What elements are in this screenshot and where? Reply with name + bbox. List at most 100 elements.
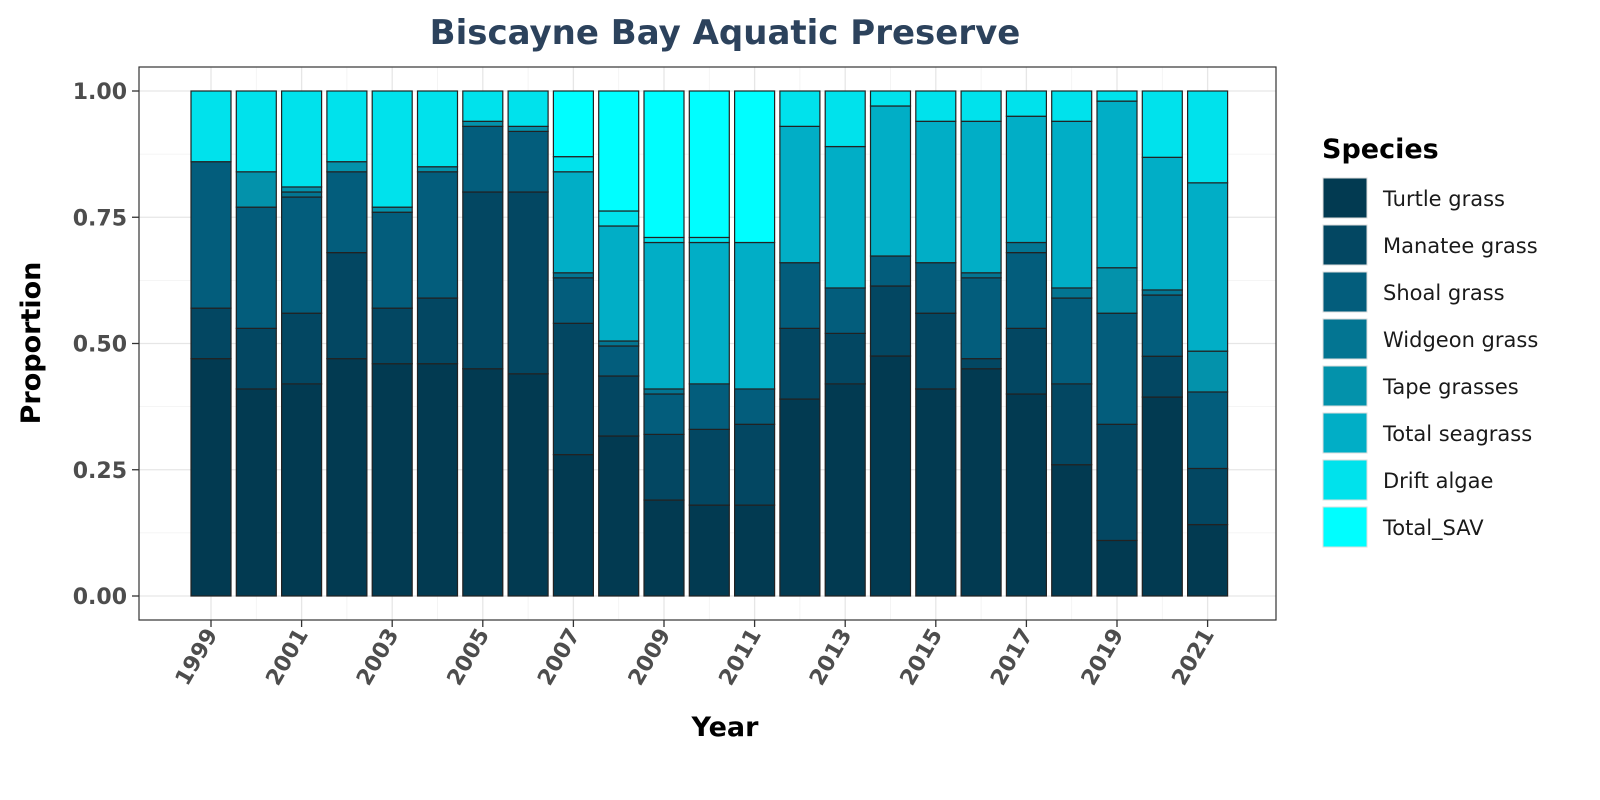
bar-segment-manatee-grass-2013 xyxy=(824,332,866,385)
bar-2012 xyxy=(779,90,821,597)
legend-label: Total_SAV xyxy=(1382,516,1484,541)
bar-1999 xyxy=(190,90,232,597)
legend-item: Total seagrass xyxy=(1322,412,1532,454)
x-tick-label: 1999 xyxy=(171,625,223,691)
bar-2009 xyxy=(643,90,685,597)
bar-segment-widgeon-grass-2008 xyxy=(598,340,640,347)
bar-segment-widgeon-grass-2018 xyxy=(1051,287,1093,299)
legend-key xyxy=(1322,412,1368,454)
bar-segment-manatee-grass-2021 xyxy=(1186,467,1229,526)
x-tick-label: 2021 xyxy=(1168,625,1220,691)
bar-segment-drift-algae-2009 xyxy=(643,236,685,244)
bar-segment-drift-algae-2010 xyxy=(688,236,730,244)
bar-segment-manatee-grass-2005 xyxy=(462,191,504,370)
bar-2010 xyxy=(688,90,730,597)
y-axis-title: Proportion xyxy=(16,262,47,425)
bar-segment-shoal-grass-2020 xyxy=(1141,294,1183,357)
bar-segment-drift-algae-2000 xyxy=(235,90,277,173)
bar-segment-turtle-grass-2016 xyxy=(960,368,1002,597)
bar-segment-total-seagrass-2018 xyxy=(1051,120,1093,289)
bar-segment-drift-algae-2021 xyxy=(1186,90,1229,184)
bar-segment-drift-algae-2017 xyxy=(1005,90,1048,117)
bar-segment-turtle-grass-2019 xyxy=(1096,539,1138,597)
bar-segment-manatee-grass-2016 xyxy=(960,358,1002,370)
bar-2021 xyxy=(1186,90,1229,597)
bar-2000 xyxy=(235,90,277,597)
bar-2017 xyxy=(1005,90,1048,597)
bar-segment-tape-grasses-2000 xyxy=(235,171,277,208)
x-tick-label: 2009 xyxy=(624,625,676,691)
bar-segment-shoal-grass-2015 xyxy=(915,262,957,314)
bar-segment-turtle-grass-2014 xyxy=(869,355,912,597)
bar-segment-total-seagrass-2019 xyxy=(1096,100,1138,269)
bar-segment-manatee-grass-2000 xyxy=(235,327,277,390)
bar-segment-shoal-grass-2007 xyxy=(552,277,595,324)
bar-segment-drift-algae-2018 xyxy=(1051,90,1093,122)
bar-segment-shoal-grass-2000 xyxy=(235,206,277,329)
bar-segment-turtle-grass-2017 xyxy=(1005,393,1048,597)
bar-segment-total-seagrass-2020 xyxy=(1141,156,1183,291)
bar-segment-manatee-grass-2018 xyxy=(1051,383,1093,466)
bar-segment-turtle-grass-2018 xyxy=(1051,464,1093,597)
bar-segment-turtle-grass-2020 xyxy=(1141,396,1183,597)
bar-2003 xyxy=(371,90,413,597)
x-axis-title: Year xyxy=(691,712,760,743)
bar-segment-manatee-grass-1999 xyxy=(190,307,232,360)
bar-2008 xyxy=(598,90,640,597)
legend-key xyxy=(1322,318,1368,360)
y-tick-label: 0.75 xyxy=(73,206,127,231)
x-tick-label: 2011 xyxy=(715,625,767,691)
x-tick-label: 2005 xyxy=(443,625,495,691)
legend-label: Turtle grass xyxy=(1382,187,1505,211)
x-tick-label: 2001 xyxy=(262,625,314,691)
bar-segment-manatee-grass-2012 xyxy=(779,327,821,400)
legend-item: Widgeon grass xyxy=(1322,318,1538,360)
bar-segment-turtle-grass-1999 xyxy=(190,358,232,597)
bar-segment-shoal-grass-2013 xyxy=(824,287,866,335)
bar-segment-total-seagrass-2012 xyxy=(779,125,821,264)
bar-segment-widgeon-grass-2016 xyxy=(960,272,1002,279)
bar-segment-drift-algae-2005 xyxy=(462,90,504,122)
bar-segment-turtle-grass-2011 xyxy=(733,504,776,597)
bar-segment-manatee-grass-2002 xyxy=(326,252,368,360)
bar-segment-widgeon-grass-2009 xyxy=(643,388,685,395)
bar-segment-manatee-grass-2010 xyxy=(688,428,730,506)
bar-segment-total-seagrass-2021 xyxy=(1186,182,1229,352)
bar-segment-shoal-grass-2011 xyxy=(733,388,776,425)
bar-segment-total-seagrass-2010 xyxy=(688,241,730,385)
bar-segment-shoal-grass-2009 xyxy=(643,393,685,436)
x-tick-label: 2015 xyxy=(896,625,948,691)
bar-segment-drift-algae-2003 xyxy=(371,90,413,208)
x-tick-label: 2003 xyxy=(352,625,404,691)
legend-item: Shoal grass xyxy=(1322,271,1505,313)
legend-item: Manatee grass xyxy=(1322,224,1538,266)
bar-segment-tape-grasses-2006 xyxy=(507,125,549,132)
bar-2018 xyxy=(1051,90,1093,597)
bar-segment-drift-algae-2008 xyxy=(598,210,640,227)
bar-segment-tape-grasses-2002 xyxy=(326,161,368,173)
bar-segment-tape-grasses-2003 xyxy=(371,206,413,213)
bar-segment-total-sav-2009 xyxy=(643,90,685,239)
bar-segment-drift-algae-2007 xyxy=(552,156,595,173)
bar-segment-drift-algae-2019 xyxy=(1096,90,1138,102)
bar-segment-total-sav-2008 xyxy=(598,90,640,212)
bar-2013 xyxy=(824,90,866,597)
legend-item: Drift algae xyxy=(1322,459,1493,501)
bar-segment-turtle-grass-2021 xyxy=(1186,523,1229,597)
bar-segment-shoal-grass-2012 xyxy=(779,262,821,329)
bar-segment-drift-algae-2015 xyxy=(915,90,957,122)
bar-2006 xyxy=(507,90,549,597)
bar-segment-tape-grasses-2021 xyxy=(1186,350,1229,393)
bar-segment-shoal-grass-2014 xyxy=(869,255,912,287)
x-tick-label: 2007 xyxy=(533,625,585,691)
bar-segment-drift-algae-2012 xyxy=(779,90,821,127)
bar-segment-shoal-grass-2001 xyxy=(281,196,323,314)
chart-title: Biscayne Bay Aquatic Preserve xyxy=(430,13,1021,53)
legend-label: Manatee grass xyxy=(1383,234,1538,258)
legend-key xyxy=(1322,271,1368,313)
legend-item: Turtle grass xyxy=(1322,177,1505,219)
legend-key xyxy=(1322,365,1368,407)
legend: Species Turtle grass Manatee grass Shoal g… xyxy=(1322,134,1538,548)
legend-item: Tape grasses xyxy=(1322,365,1519,407)
